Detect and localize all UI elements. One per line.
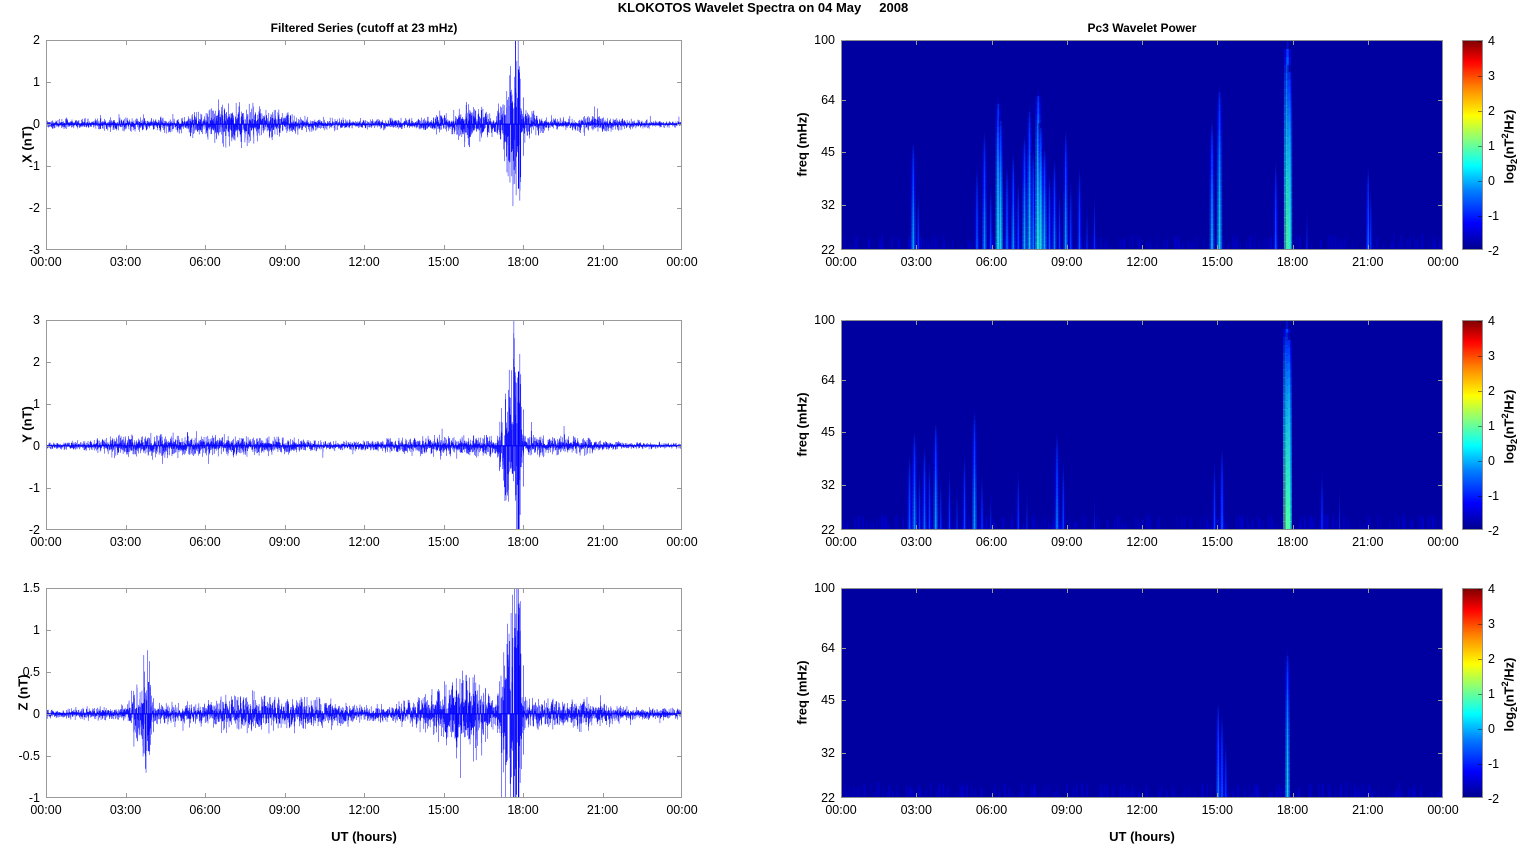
colorbar-label-text-x: log2(nT2/Hz) <box>1500 109 1520 184</box>
cbar-y-tick-0: 0 <box>1488 454 1495 468</box>
ylabel-freq-x: freq (mHz) <box>794 112 810 177</box>
ylabel-x: X (nT) <box>19 126 35 163</box>
y-wavelet-heatmap <box>842 321 1442 529</box>
z-wavelet-heatmap <box>842 589 1442 797</box>
cbar-z-tick-4: 4 <box>1488 582 1495 596</box>
cbar-x-tick-2: 2 <box>1488 104 1495 118</box>
cbar-y-tick-4: 4 <box>1488 314 1495 328</box>
x-series-trace <box>47 41 681 207</box>
ylabel-freq-y: freq (mHz) <box>794 392 810 457</box>
axes-x-wavelet <box>841 40 1443 250</box>
ylabel-freq-z: freq (mHz) <box>794 660 810 725</box>
colorbar-label-text-y: log2(nT2/Hz) <box>1500 389 1520 464</box>
cbar-x-tick-3: 3 <box>1488 69 1495 83</box>
colorbar-y: 4 3 2 1 0 -1 -2 <box>1462 314 1499 538</box>
axes-z-wavelet <box>841 588 1443 798</box>
left-column-title: Filtered Series (cutoff at 23 mHz) <box>270 21 458 35</box>
cbar-z-tick-3: 3 <box>1488 617 1495 631</box>
cbar-z-tick-2: 2 <box>1488 652 1495 666</box>
z-series-trace <box>47 589 681 797</box>
axes-z-series <box>46 588 682 798</box>
cbar-z-tick-m1: -1 <box>1488 757 1500 771</box>
figure-title: KLOKOTOS Wavelet Spectra on 04 May 2008 <box>617 0 909 15</box>
panel-y-filtered-series: 3 2 1 0 -1 -2 00:00 03:00 06:00 09:00 12… <box>28 313 698 549</box>
colorbar-label-text-z: log2(nT2/Hz) <box>1500 657 1520 732</box>
cbar-z-tick-1: 1 <box>1488 687 1495 701</box>
colorbar-z: 4 3 2 1 0 -1 -2 <box>1462 582 1499 806</box>
cbar-y-tick-1: 1 <box>1488 419 1495 433</box>
panel-z-wavelet: 100 64 45 32 22 00:00 03:00 06:00 09:00 … <box>814 581 1459 817</box>
cbar-z-tick-m2: -2 <box>1488 792 1500 806</box>
panel-x-wavelet: Pc3 Wavelet Power 100 64 45 32 22 00:00 … <box>814 21 1459 269</box>
cbar-y-tick-2: 2 <box>1488 384 1495 398</box>
colorbar-label-x: log2(nT2/Hz) <box>1501 86 1520 206</box>
ylabel-z: Z (nT) <box>15 674 31 711</box>
y-series-trace <box>47 321 681 529</box>
ylabel-y: Y (nT) <box>19 406 35 443</box>
panel-y-wavelet: 100 64 45 32 22 00:00 03:00 06:00 09:00 … <box>814 313 1459 549</box>
cbar-x-tick-1: 1 <box>1488 139 1495 153</box>
cbar-x-tick-m2: -2 <box>1488 244 1500 258</box>
right-column-title: Pc3 Wavelet Power <box>1087 21 1197 35</box>
cbar-z-tick-0: 0 <box>1488 722 1495 736</box>
axes-y-series <box>46 320 682 530</box>
cbar-y-tick-m2: -2 <box>1488 524 1500 538</box>
axes-x-series <box>46 40 682 250</box>
cbar-x-tick-m1: -1 <box>1488 209 1500 223</box>
cbar-x-tick-4: 4 <box>1488 34 1495 48</box>
x-wavelet-heatmap <box>842 41 1442 249</box>
cbar-y-tick-m1: -1 <box>1488 489 1500 503</box>
colorbar-label-z: log2(nT2/Hz) <box>1501 634 1520 754</box>
cbar-x-tick-0: 0 <box>1488 174 1495 188</box>
colorbar-label-y: log2(nT2/Hz) <box>1501 366 1520 486</box>
xlabel-left: UT (hours) <box>331 829 397 844</box>
xlabel-right: UT (hours) <box>1109 829 1175 844</box>
panel-x-filtered-series: Filtered Series (cutoff at 23 mHz) 2 1 0… <box>28 21 698 269</box>
axes-y-wavelet <box>841 320 1443 530</box>
panel-z-filtered-series: 1.5 1 0.5 0 -0.5 -1 00:00 03:00 06:00 09… <box>18 581 698 817</box>
cbar-y-tick-3: 3 <box>1488 349 1495 363</box>
colorbar-x: 4 3 2 1 0 -1 -2 <box>1462 34 1499 258</box>
